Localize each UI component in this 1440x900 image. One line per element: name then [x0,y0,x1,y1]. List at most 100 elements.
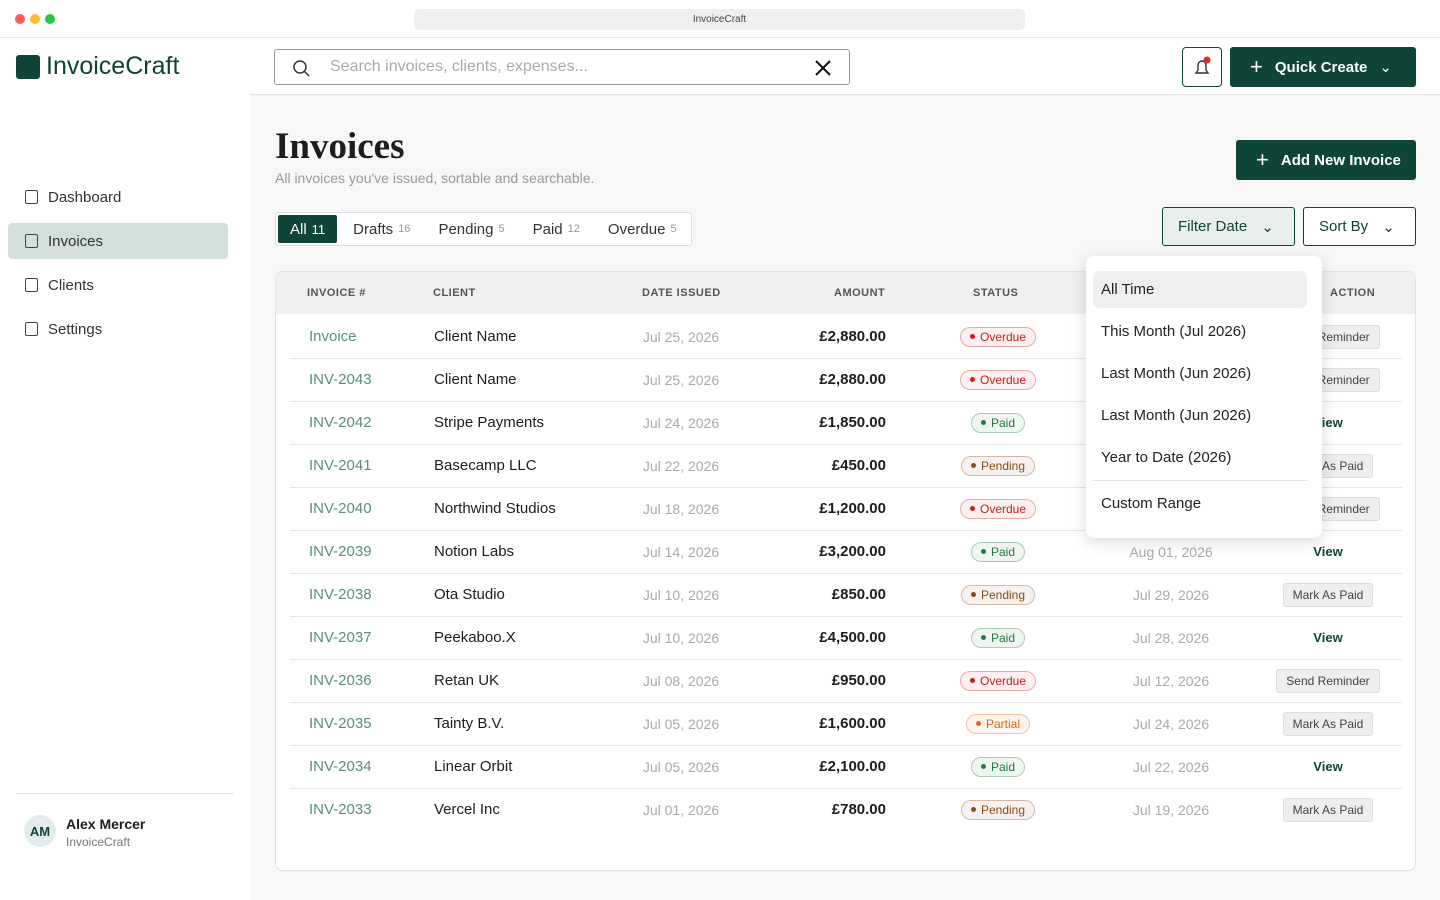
invoice-id[interactable]: Invoice [309,328,357,345]
nav-icon [25,322,38,336]
tab[interactable]: Paid 12 [521,215,592,243]
tab-count: 11 [311,221,326,237]
sort-by[interactable]: Sort By ⌄ [1303,207,1416,246]
status-cell: Partial [918,702,1078,745]
nav-item[interactable]: Clients [8,267,228,303]
filter-date[interactable]: Filter Date ⌄ [1162,207,1295,246]
status-cell: Overdue [918,358,1078,401]
invoice-id[interactable]: INV-2037 [309,629,372,646]
clear-icon[interactable] [814,59,832,77]
date-option[interactable]: Year to Date (2026) [1101,449,1232,466]
min-dot[interactable] [30,14,40,24]
date-dropdown: All Time This Month (Jul 2026) Last Month … [1086,256,1322,538]
due-date: Jul 12, 2026 [1132,672,1210,689]
status-badge: Paid [970,541,1026,562]
status-badge: Paid [970,627,1026,648]
tab[interactable]: Pending 5 [426,215,516,243]
tab[interactable]: All 11 [278,215,338,243]
status-dot [969,678,975,683]
tab[interactable]: Drafts 16 [341,215,422,243]
amount: £2,880.00 [819,371,886,388]
column-header: STATUS [973,287,1019,299]
search-icon [293,60,310,77]
amount: £2,880.00 [819,328,886,345]
action-link[interactable]: View [1313,759,1343,774]
filter-label: Filter Date [1178,218,1248,235]
action-button[interactable]: Mark As Paid [1282,582,1374,607]
status-dot [969,334,975,339]
quick-create[interactable]: + Quick Create ⌄ [1230,47,1416,87]
status-label: Overdue [979,673,1027,688]
date-issued: Jul 08, 2026 [642,672,720,689]
search[interactable]: Search invoices, clients, expenses... [274,49,850,85]
status-label: Overdue [979,501,1027,516]
date-issued: Jul 22, 2026 [642,457,720,474]
bell-icon [1194,56,1211,74]
client: Retan UK [434,672,500,689]
brand[interactable]: InvoiceCraft [46,52,180,80]
invoice-id[interactable]: INV-2040 [309,500,372,517]
client: Ota Studio [434,586,505,603]
tab-label: Paid [532,220,563,238]
date-option[interactable]: Last Month (Jun 2026) [1101,407,1252,424]
nav-item[interactable]: Settings [8,311,228,347]
invoice-id[interactable]: INV-2038 [309,586,372,603]
tab-label: All [290,220,307,238]
nav-icon [25,278,38,292]
status-badge: Pending [960,455,1036,476]
date-issued: Jul 10, 2026 [642,629,720,646]
search-placeholder: Search invoices, clients, expenses... [330,58,588,75]
notifications[interactable] [1182,47,1222,87]
date-option[interactable]: Last Month (Jun 2026) [1101,365,1252,382]
sort-label: Sort By [1319,218,1369,235]
due-date: Jul 28, 2026 [1132,629,1210,646]
invoice-id[interactable]: INV-2035 [309,715,372,732]
invoice-id[interactable]: INV-2034 [309,758,372,775]
user-org: InvoiceCraft [66,835,131,849]
action-link[interactable]: View [1313,630,1343,645]
invoice-id[interactable]: INV-2043 [309,371,372,388]
action-button[interactable]: Send Reminder [1276,668,1380,693]
status-cell: Pending [918,788,1078,831]
date-issued: Jul 01, 2026 [642,801,720,818]
nav-item[interactable]: Dashboard [8,179,228,215]
status-dot [969,506,975,511]
divider [1093,480,1307,481]
date-option[interactable]: All Time [1093,271,1307,308]
status-badge: Paid [970,756,1026,777]
status-cell: Paid [918,745,1078,788]
amount: £3,200.00 [819,543,886,560]
invoice-id[interactable]: INV-2039 [309,543,372,560]
header: Search invoices, clients, expenses... + Q… [250,38,1440,95]
row-divider [290,788,1402,789]
close-dot[interactable] [15,14,25,24]
client: Vercel Inc [434,801,500,818]
amount: £2,100.00 [819,758,886,775]
url-bar[interactable]: InvoiceCraft [414,9,1025,30]
status-cell: Paid [918,616,1078,659]
action-link[interactable]: View [1313,544,1343,559]
status-label: Paid [990,630,1016,645]
date-option[interactable]: Custom Range [1101,495,1202,512]
client: Stripe Payments [434,414,545,431]
column-header: DATE ISSUED [642,287,721,299]
nav-label: Dashboard [48,188,122,206]
add-invoice[interactable]: + Add New Invoice [1236,140,1416,180]
tab-count: 5 [498,223,505,235]
tab-count: 12 [567,223,580,235]
status-badge: Partial [965,713,1030,734]
client: Linear Orbit [434,758,513,775]
invoice-id[interactable]: INV-2041 [309,457,372,474]
invoice-id[interactable]: INV-2036 [309,672,372,689]
nav-item[interactable]: Invoices [8,223,228,259]
status-badge: Overdue [959,498,1037,519]
invoice-id[interactable]: INV-2033 [309,801,372,818]
action-button[interactable]: Mark As Paid [1282,711,1374,736]
date-option[interactable]: This Month (Jul 2026) [1101,323,1247,340]
invoice-id[interactable]: INV-2042 [309,414,372,431]
action-button[interactable]: Mark As Paid [1282,797,1374,822]
date-issued: Jul 24, 2026 [642,414,720,431]
max-dot[interactable] [45,14,55,24]
tab[interactable]: Overdue 5 [596,215,689,243]
